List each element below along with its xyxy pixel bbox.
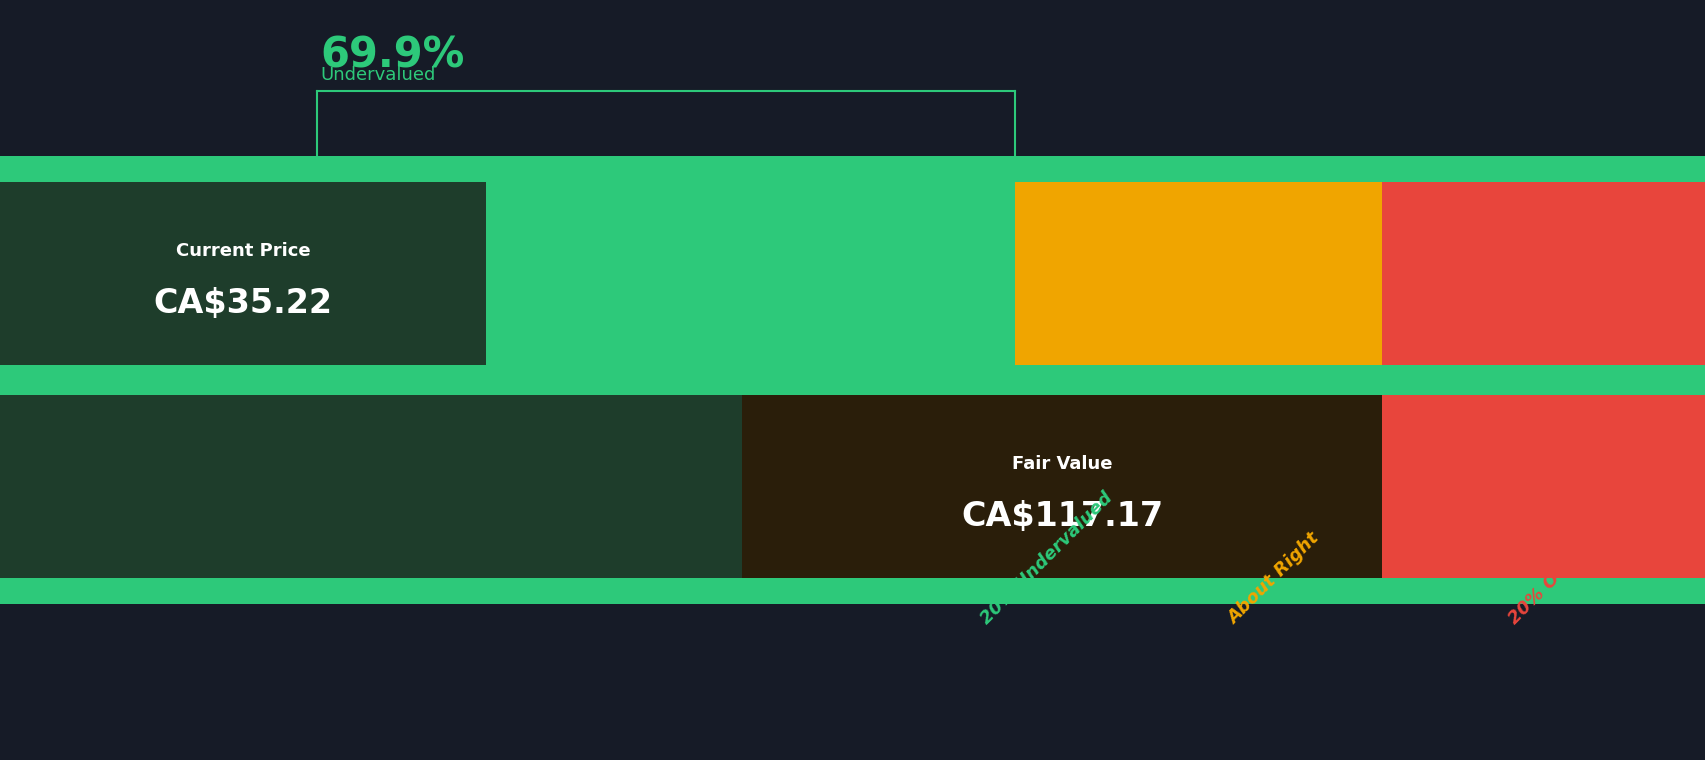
Text: 69.9%: 69.9%	[321, 34, 465, 76]
Text: CA$35.22: CA$35.22	[153, 287, 332, 321]
Text: CA$117.17: CA$117.17	[960, 500, 1163, 534]
Bar	[0, 395, 1014, 578]
Bar	[0, 182, 486, 365]
Bar	[0, 182, 1014, 365]
Bar	[0, 365, 1705, 395]
Bar	[0, 578, 1705, 604]
Text: Undervalued: Undervalued	[321, 66, 436, 84]
Text: Fair Value: Fair Value	[1011, 454, 1112, 473]
Text: About Right: About Right	[1224, 530, 1323, 629]
Bar	[0, 156, 1705, 182]
Text: 20% Undervalued: 20% Undervalued	[977, 489, 1117, 629]
Bar	[1014, 395, 1381, 578]
Bar	[1381, 182, 1705, 365]
Text: Current Price: Current Price	[176, 242, 310, 260]
Bar	[1014, 182, 1381, 365]
Text: 20% Overvalued: 20% Overvalued	[1504, 499, 1633, 629]
Bar	[1381, 395, 1705, 578]
Bar	[742, 395, 1381, 578]
